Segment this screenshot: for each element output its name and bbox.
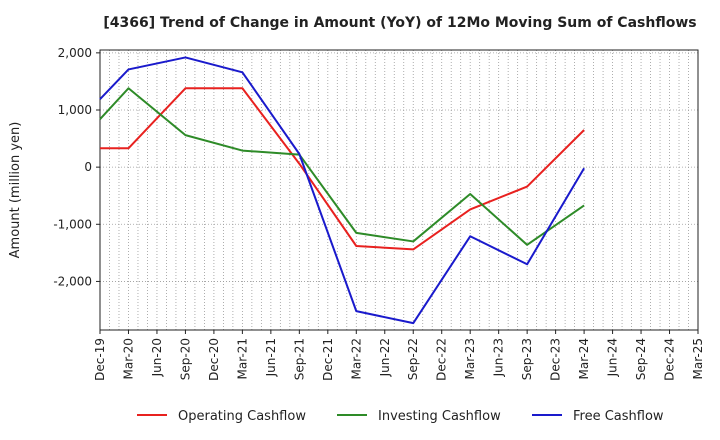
x-tick-label: Sep-20 bbox=[178, 338, 192, 380]
x-tick-label: Dec-24 bbox=[663, 338, 677, 381]
x-tick-label: Mar-22 bbox=[349, 338, 363, 379]
series-line-operating-cashflow bbox=[100, 87, 585, 251]
y-tick-label: -1,000 bbox=[53, 217, 92, 231]
y-axis-label: Amount (million yen) bbox=[8, 122, 23, 259]
grid bbox=[100, 50, 698, 330]
legend-label: Free Cashflow bbox=[573, 409, 664, 424]
y-tick-label: 0 bbox=[84, 160, 92, 174]
x-tick-label: Dec-21 bbox=[321, 338, 335, 381]
legend: Operating Cashflow Investing Cashflow Free… bbox=[137, 409, 664, 424]
x-tick-label: Jun-21 bbox=[264, 338, 278, 377]
x-tick-label: Sep-23 bbox=[520, 338, 534, 380]
series-lines bbox=[99, 56, 585, 325]
x-tick-label: Jun-22 bbox=[378, 338, 392, 377]
x-axis-ticks: Dec-19 Mar-20 Jun-20 Sep-20 Dec-20 Mar-21 Jun-… bbox=[93, 330, 705, 381]
x-tick-label: Jun-20 bbox=[150, 338, 164, 377]
x-tick-label: Dec-23 bbox=[549, 338, 563, 381]
x-tick-label: Sep-24 bbox=[634, 338, 648, 380]
x-tick-label: Sep-22 bbox=[406, 338, 420, 380]
series-line-investing-cashflow bbox=[99, 87, 585, 246]
y-tick-label: 1,000 bbox=[58, 103, 92, 117]
x-tick-label: Mar-25 bbox=[691, 338, 705, 379]
x-tick-label: Dec-22 bbox=[435, 338, 449, 381]
y-axis-ticks: 2,000 1,000 0 -1,000 -2,000 bbox=[53, 46, 100, 288]
y-tick-label: 2,000 bbox=[58, 46, 92, 60]
legend-label: Operating Cashflow bbox=[178, 409, 306, 424]
x-tick-label: Jun-24 bbox=[606, 338, 620, 377]
series-line-free-cashflow bbox=[99, 56, 585, 325]
x-tick-label: Dec-20 bbox=[207, 338, 221, 381]
x-tick-label: Dec-19 bbox=[93, 338, 107, 381]
legend-label: Investing Cashflow bbox=[378, 409, 501, 424]
plot-frame bbox=[99, 49, 699, 331]
x-tick-label: Jun-23 bbox=[492, 338, 506, 377]
x-tick-label: Mar-21 bbox=[235, 338, 249, 379]
x-tick-label: Mar-24 bbox=[577, 338, 591, 379]
x-tick-label: Mar-23 bbox=[463, 338, 477, 379]
chart-title: [4366] Trend of Change in Amount (YoY) o… bbox=[103, 15, 696, 31]
y-tick-label: -2,000 bbox=[53, 274, 92, 288]
x-tick-label: Mar-20 bbox=[121, 338, 135, 379]
x-tick-label: Sep-21 bbox=[292, 338, 306, 380]
